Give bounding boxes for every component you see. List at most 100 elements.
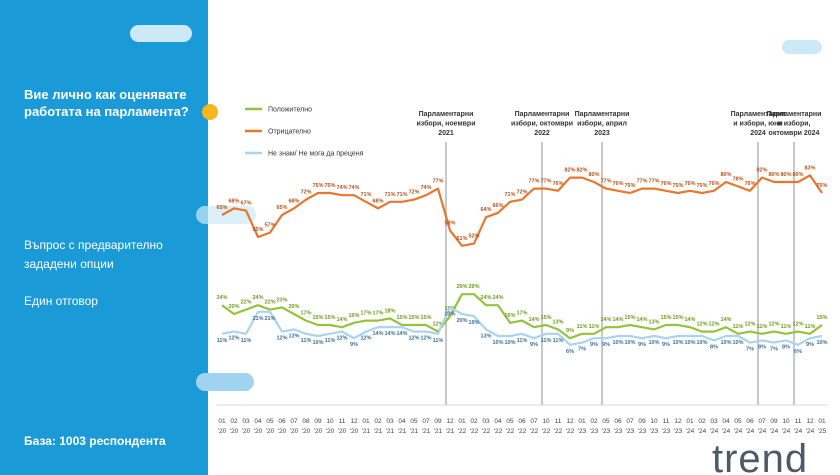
decor-pill	[196, 373, 254, 391]
annotation-text: Парламентарни	[419, 111, 474, 118]
x-tick-label: '20	[338, 428, 347, 435]
x-tick-label: 02	[698, 418, 706, 425]
data-label: 11%	[733, 324, 744, 330]
data-label: 24%	[216, 295, 227, 301]
plot: 01'2002'2003'2004'2005'2006'2007'2008'20…	[216, 107, 828, 435]
data-label: 24%	[252, 295, 263, 301]
data-label: 77%	[528, 179, 539, 185]
x-tick-label: '24	[722, 428, 731, 435]
x-tick-label: 06	[518, 418, 526, 425]
x-tick-label: 07	[290, 418, 298, 425]
x-tick-label: '21	[410, 428, 419, 435]
data-label: 11%	[241, 338, 252, 344]
data-label: 15%	[540, 315, 551, 321]
data-label: 20%	[456, 318, 467, 324]
data-label: 9%	[638, 342, 646, 348]
x-tick-label: 04	[254, 418, 262, 425]
x-tick-label: '21	[386, 428, 395, 435]
data-label: 9%	[590, 342, 598, 348]
data-label: 19%	[468, 320, 479, 326]
data-label: 10%	[504, 340, 515, 346]
data-label: 14%	[396, 331, 407, 337]
x-tick-label: '23	[626, 428, 635, 435]
data-label: 23%	[276, 297, 287, 303]
data-label: 11%	[577, 324, 588, 330]
x-tick-label: '20	[242, 428, 251, 435]
data-label: 76%	[744, 181, 755, 187]
x-tick-label: '23	[602, 428, 611, 435]
data-label: 12%	[708, 322, 719, 328]
data-label: 74%	[420, 185, 431, 191]
x-tick-label: 09	[434, 418, 442, 425]
data-label: 80%	[720, 172, 731, 178]
x-tick-label: 03	[242, 418, 250, 425]
data-label: 14%	[528, 317, 539, 323]
logo: trend	[712, 437, 809, 475]
data-label: 75%	[816, 183, 827, 189]
data-label: 72%	[516, 190, 527, 196]
data-label: 77%	[648, 179, 659, 185]
data-label: 14%	[336, 317, 347, 323]
data-label: 55%	[252, 227, 263, 233]
x-tick-label: '23	[650, 428, 659, 435]
data-label: 18%	[384, 308, 395, 314]
data-label: 64%	[480, 207, 491, 213]
data-label: 10%	[648, 340, 659, 346]
base: База: 1003 респондента	[24, 434, 166, 448]
data-label: 17%	[372, 311, 383, 317]
data-label: 78%	[732, 176, 743, 182]
data-label: 10%	[684, 340, 695, 346]
data-label: 11%	[805, 324, 816, 330]
x-tick-label: 03	[710, 418, 718, 425]
x-tick-label: '23	[590, 428, 599, 435]
data-label: 15%	[396, 315, 407, 321]
data-label: 15%	[816, 315, 827, 321]
x-tick-label: 01	[218, 418, 226, 425]
data-label: 13%	[648, 319, 659, 325]
data-label: 12%	[276, 336, 287, 342]
title: Вие лично как оценявате работата на парл…	[24, 87, 189, 119]
data-label: 11%	[553, 338, 564, 344]
data-label: 9%	[806, 342, 814, 348]
x-tick-label: 10	[542, 418, 550, 425]
data-label: 14%	[636, 317, 647, 323]
data-label: 76%	[660, 181, 671, 187]
x-tick-label: '25	[818, 428, 827, 435]
data-label: 6%	[794, 349, 802, 355]
x-tick-label: '24	[686, 428, 695, 435]
data-label: 12%	[768, 322, 779, 328]
annotation-text: избори, април	[577, 120, 627, 128]
data-label: 7%	[746, 347, 754, 353]
data-label: 52%	[468, 234, 479, 240]
data-label: 10%	[492, 340, 503, 346]
data-label: 22%	[240, 300, 251, 306]
x-tick-label: '22	[470, 428, 479, 435]
data-label: 10%	[732, 340, 743, 346]
x-tick-label: '22	[482, 428, 491, 435]
x-tick-label: 08	[302, 418, 310, 425]
data-label: 6%	[566, 349, 574, 355]
data-label: 14%	[720, 317, 731, 323]
data-label: 11%	[217, 338, 228, 344]
x-tick-label: 10	[782, 418, 790, 425]
data-label: 13%	[552, 319, 563, 325]
data-label: 11%	[589, 324, 600, 330]
data-label: 8%	[758, 344, 766, 350]
x-tick-label: 02	[470, 418, 478, 425]
x-tick-label: '24	[770, 428, 779, 435]
x-tick-label: 11	[339, 418, 346, 425]
data-label: 24%	[492, 295, 503, 301]
data-label: 9%	[350, 342, 358, 348]
data-label: 65%	[216, 205, 227, 211]
annotation-text: 2021	[438, 130, 454, 137]
data-label: 9%	[662, 342, 670, 348]
annotation-text: 2024	[750, 130, 766, 137]
data-label: 68%	[288, 198, 299, 204]
x-tick-label: '20	[290, 428, 299, 435]
x-tick-label: 04	[494, 418, 502, 425]
x-tick-label: 05	[266, 418, 274, 425]
data-label: 82%	[756, 168, 767, 174]
x-tick-label: 01	[578, 418, 586, 425]
data-label: 65%	[276, 205, 287, 211]
x-tick-label: 11	[663, 418, 670, 425]
